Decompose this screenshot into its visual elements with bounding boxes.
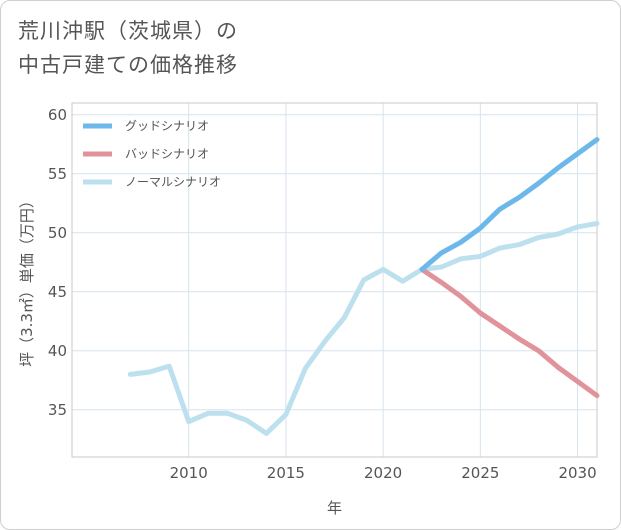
x-axis-ticks: 2010 2015 2020 2025 2030 [170, 464, 597, 482]
plot-frame [71, 102, 598, 458]
legend-label: バッドシナリオ [125, 147, 209, 161]
grid [72, 103, 597, 457]
legend-label: ノーマルシナリオ [125, 175, 221, 189]
series-line-1 [419, 266, 600, 399]
y-axis-label: 坪（3.3㎡）単価（万円） [18, 193, 36, 367]
y-tick-label: 50 [48, 224, 67, 242]
chart-title-line-2: 中古戸建ての価格推移 [18, 53, 238, 77]
x-tick-label: 2025 [461, 464, 499, 482]
x-tick-label: 2020 [364, 464, 402, 482]
x-tick-label: 2015 [267, 464, 305, 482]
chart-title-line-1: 荒川沖駅（茨城県）の [18, 19, 238, 43]
y-tick-label: 55 [48, 165, 67, 183]
series-lines [127, 137, 600, 436]
series-line-2 [127, 220, 600, 436]
y-tick-label: 40 [48, 342, 67, 360]
y-tick-label: 35 [48, 401, 67, 419]
x-axis-label: 年 [327, 499, 342, 517]
legend-label: グッドシナリオ [125, 119, 209, 133]
chart-title: 荒川沖駅（茨城県）の 中古戸建ての価格推移 [18, 14, 238, 82]
x-tick-label: 2010 [170, 464, 208, 482]
series-line-0 [419, 137, 600, 272]
y-tick-label: 45 [48, 283, 67, 301]
x-tick-label: 2030 [558, 464, 596, 482]
y-axis-ticks: 35 40 45 50 55 60 [48, 106, 67, 419]
y-tick-label: 60 [48, 106, 67, 124]
